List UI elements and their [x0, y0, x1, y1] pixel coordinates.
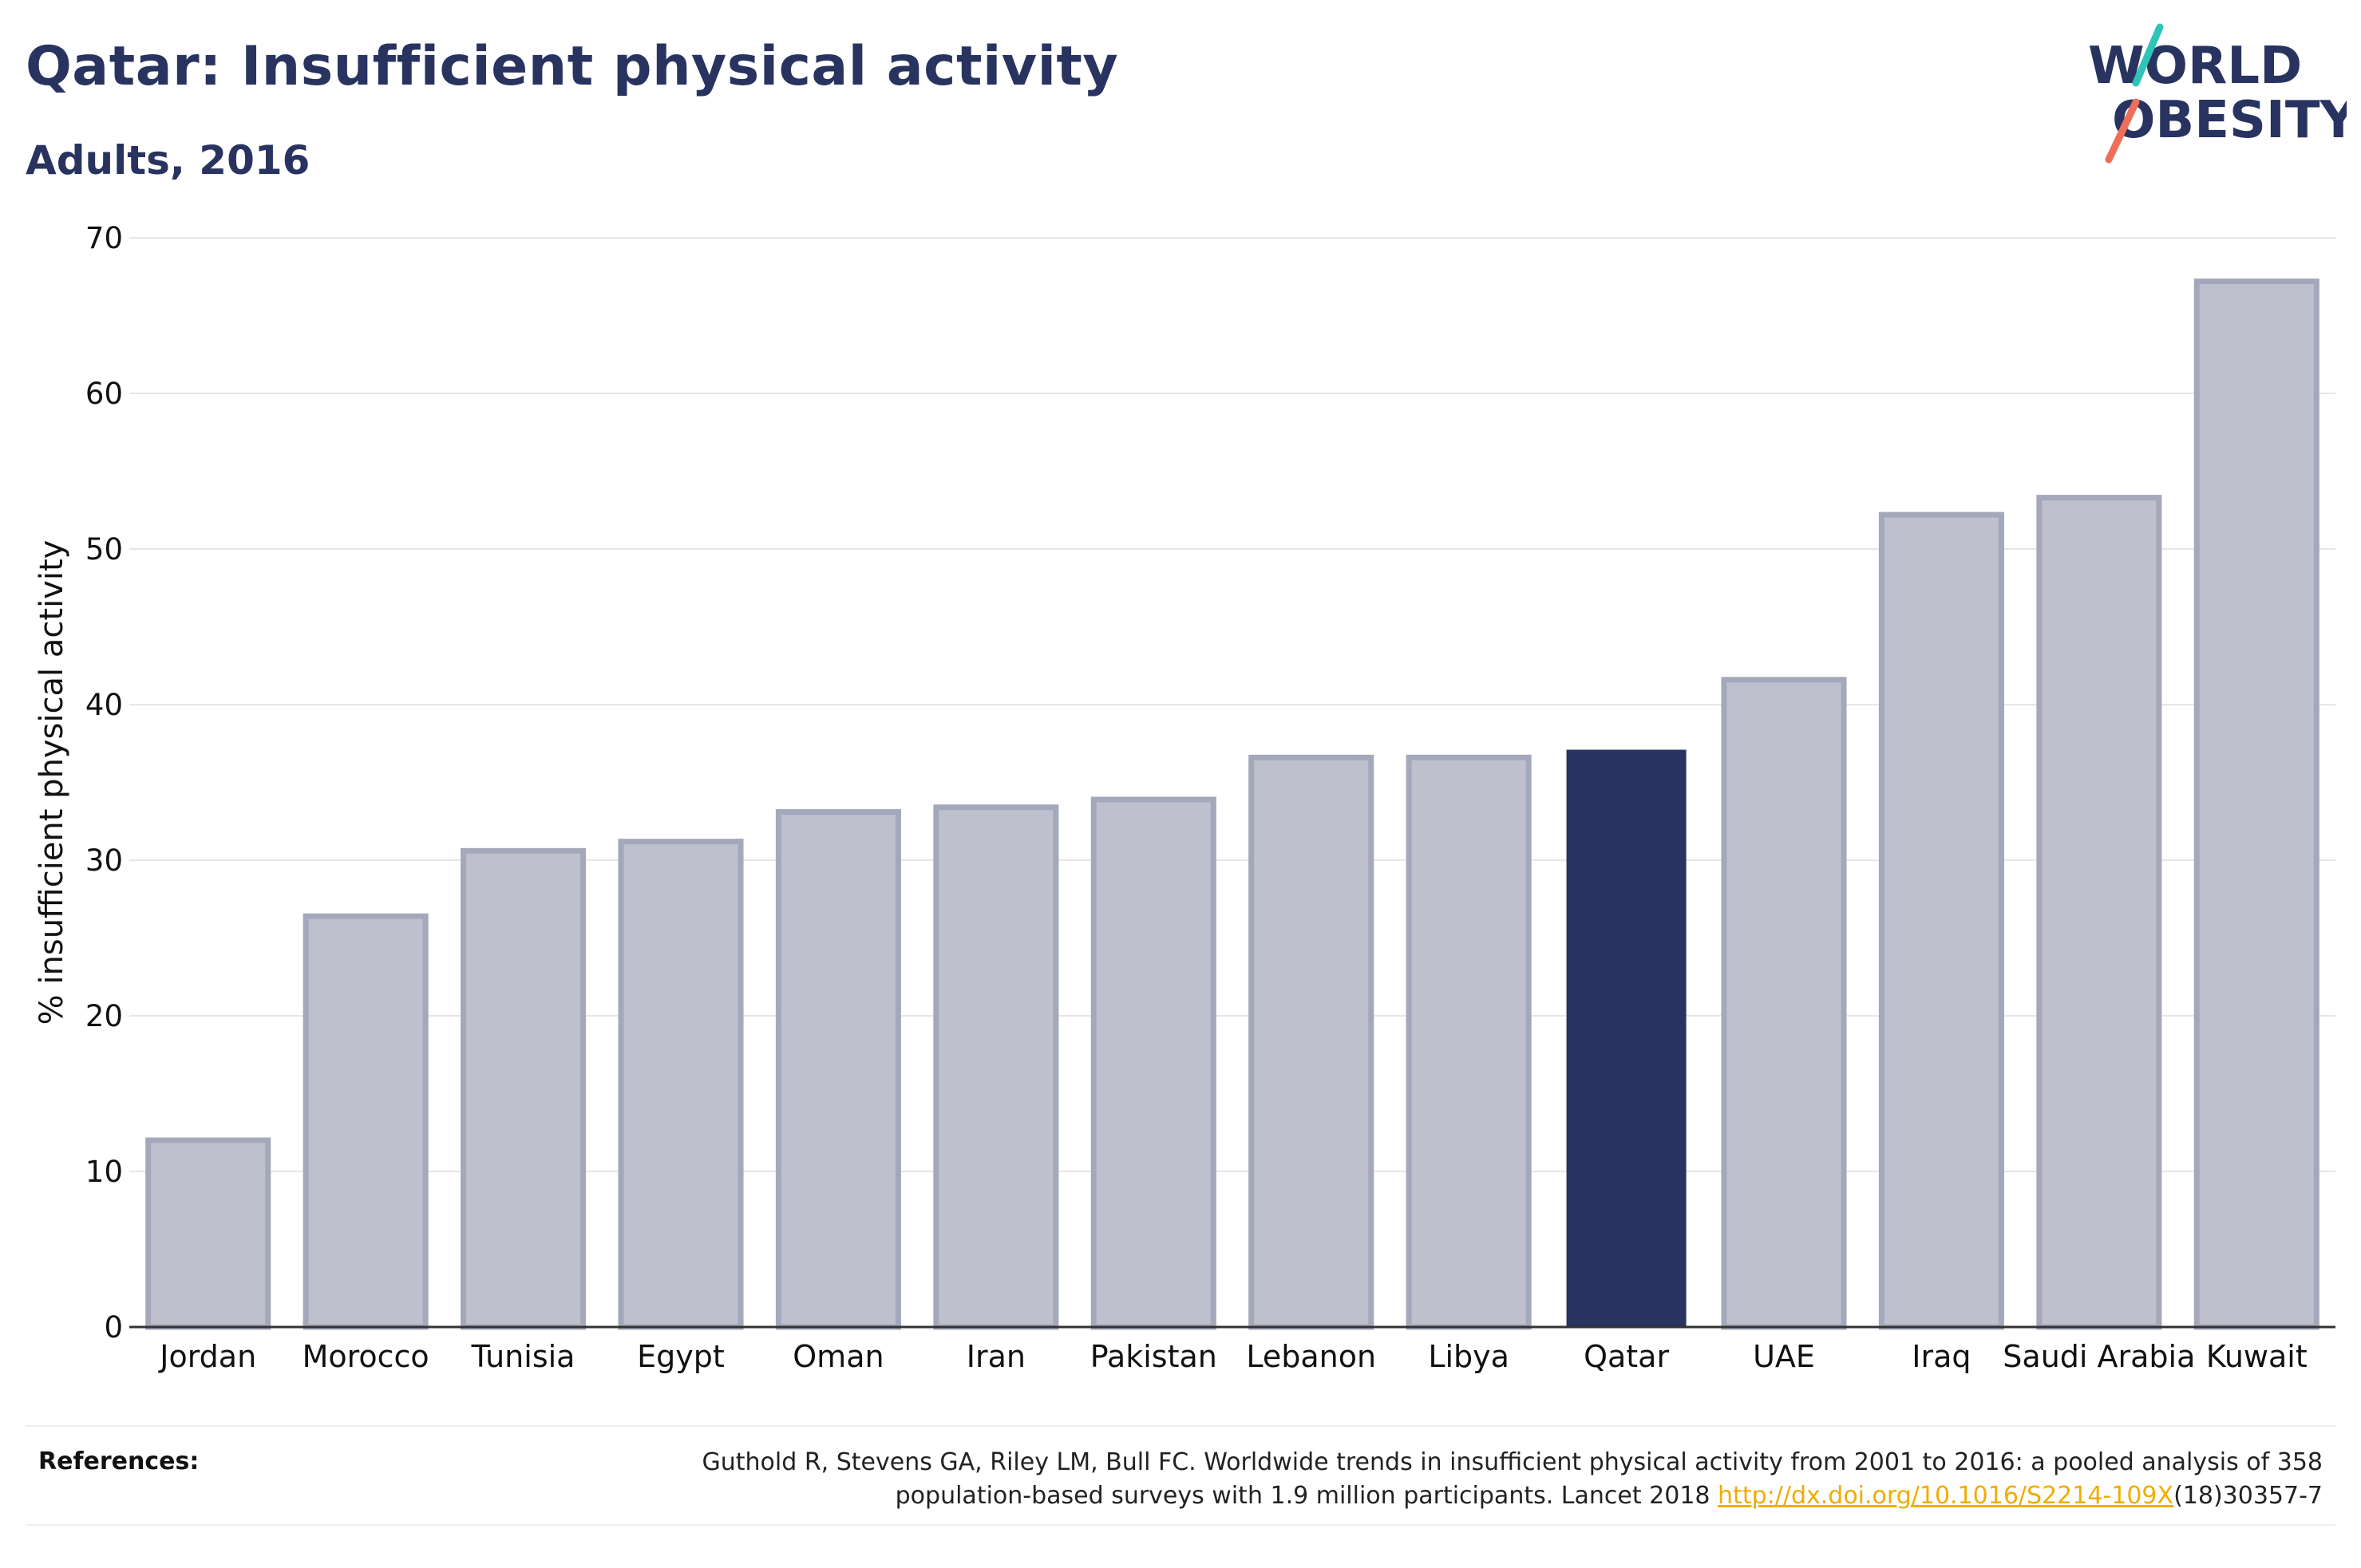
y-tick-label: 30 — [85, 843, 123, 878]
x-tick-label: Lebanon — [1246, 1339, 1376, 1374]
y-tick-label: 70 — [85, 221, 123, 255]
x-tick-label: Iraq — [1912, 1339, 1971, 1374]
references-label: References: — [38, 1448, 200, 1475]
x-tick-label: Jordan — [158, 1339, 256, 1374]
y-tick-label: 50 — [85, 532, 123, 567]
x-tick-label: Libya — [1428, 1339, 1509, 1374]
gridlines — [129, 237, 2335, 1328]
bar-morocco — [303, 913, 429, 1330]
bar-egypt — [618, 839, 744, 1330]
logo-slash-coral — [2105, 98, 2140, 164]
bar-qatar — [1566, 749, 1687, 1327]
references-bottom-rule — [26, 1524, 2335, 1526]
bar-lebanon — [1248, 754, 1374, 1330]
bar-jordan — [145, 1137, 271, 1330]
y-axis-ticks: 0 10 20 30 40 50 60 70 — [85, 221, 123, 1345]
bar-iran — [933, 804, 1059, 1330]
bar-oman — [775, 809, 901, 1330]
bar-pakistan — [1090, 796, 1216, 1330]
y-tick-label: 0 — [104, 1310, 123, 1345]
x-tick-label: Kuwait — [2206, 1339, 2308, 1374]
x-tick-label: UAE — [1753, 1339, 1815, 1374]
bars — [145, 278, 2319, 1330]
reference-link[interactable]: http://dx.doi.org/10.1016/S2214-109X — [1718, 1482, 2174, 1510]
y-tick-label: 60 — [85, 377, 123, 411]
logo-slash-teal — [2132, 23, 2164, 87]
y-tick-label: 40 — [85, 688, 123, 722]
chart-subtitle: Adults, 2016 — [26, 137, 310, 184]
bar-libya — [1406, 754, 1532, 1330]
bar-kuwait — [2193, 278, 2319, 1330]
x-tick-label: Egypt — [637, 1339, 725, 1374]
logo-line1: WORLD — [2088, 37, 2302, 96]
bar-saudi-arabia — [2036, 495, 2162, 1330]
reference-citation: Guthold R, Stevens GA, Riley LM, Bull FC… — [702, 1448, 2323, 1510]
world-obesity-logo: WORLD OBESITY — [2075, 22, 2357, 166]
x-tick-label: Qatar — [1584, 1339, 1669, 1374]
reference-suffix: (18)30357-7 — [2173, 1482, 2323, 1510]
bar-tunisia — [461, 847, 587, 1330]
world-obesity-logo-icon: WORLD OBESITY — [2088, 23, 2357, 164]
x-tick-label: Tunisia — [471, 1339, 575, 1374]
bar-chart: 0 10 20 30 40 50 60 70 Jordan Morocco Tunisia Egyp… — [34, 221, 2335, 1374]
chart-title: Qatar: Insufficient physical activity — [26, 35, 1119, 98]
bar-uae — [1721, 677, 1847, 1330]
y-axis-title: % insufficient physical activity — [34, 540, 70, 1025]
y-tick-label: 20 — [85, 999, 123, 1033]
y-tick-label: 10 — [85, 1155, 123, 1189]
x-tick-label: Oman — [793, 1339, 884, 1374]
references-top-rule — [26, 1425, 2335, 1427]
references-text: Guthold R, Stevens GA, Riley LM, Bull FC… — [567, 1446, 2323, 1513]
x-tick-label: Pakistan — [1090, 1339, 1217, 1374]
x-tick-label: Saudi Arabia — [2003, 1339, 2195, 1374]
x-tick-label: Iran — [967, 1339, 1026, 1374]
logo-line2: OBESITY — [2112, 91, 2347, 150]
x-tick-label: Morocco — [303, 1339, 429, 1374]
bar-iraq — [1878, 511, 2004, 1330]
x-axis-ticks: Jordan Morocco Tunisia Egypt Oman Iran Pakista… — [158, 1339, 2307, 1374]
